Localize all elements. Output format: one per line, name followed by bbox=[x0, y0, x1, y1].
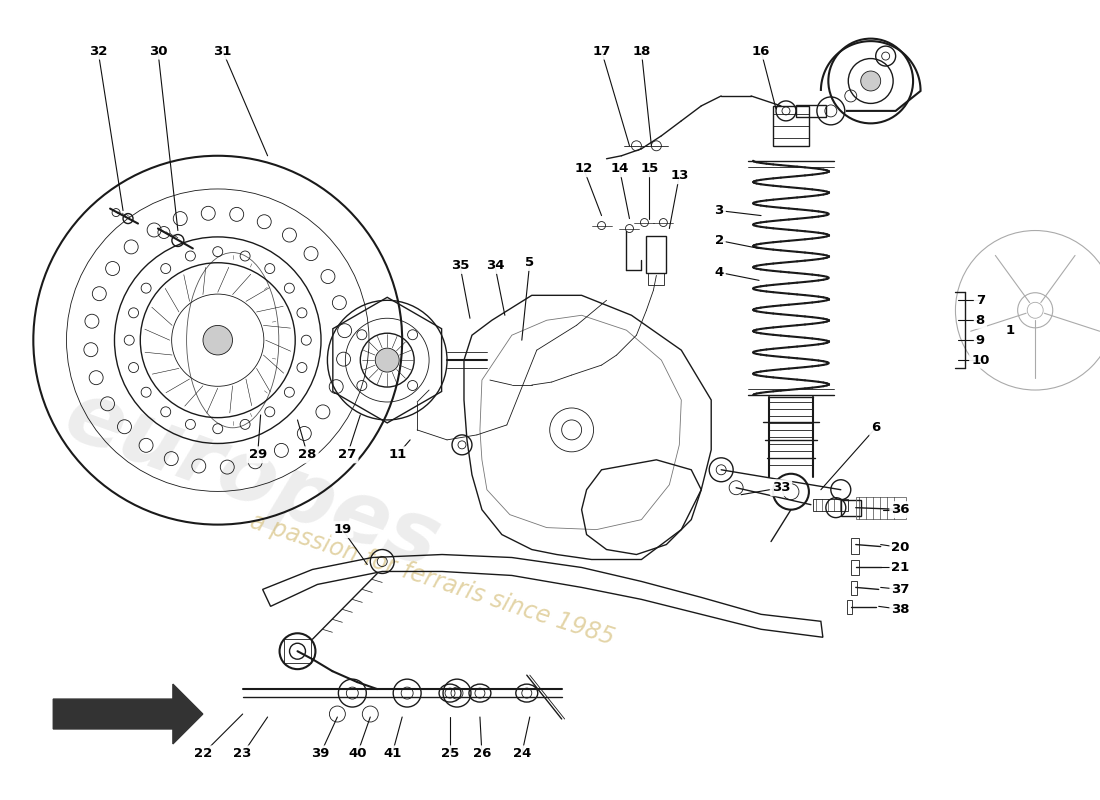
Bar bbox=[773, 106, 808, 146]
Circle shape bbox=[860, 71, 881, 91]
Text: 35: 35 bbox=[451, 259, 470, 272]
Text: 15: 15 bbox=[640, 162, 659, 175]
Text: 17: 17 bbox=[593, 45, 611, 58]
Text: a passion for ferraris since 1985: a passion for ferraris since 1985 bbox=[246, 509, 617, 650]
Text: 5: 5 bbox=[525, 256, 535, 269]
Text: 23: 23 bbox=[233, 747, 252, 760]
Text: 25: 25 bbox=[441, 747, 459, 760]
Text: europes: europes bbox=[54, 374, 451, 586]
Text: 30: 30 bbox=[148, 45, 167, 58]
Text: 10: 10 bbox=[971, 354, 990, 366]
Text: 12: 12 bbox=[574, 162, 593, 175]
Text: 20: 20 bbox=[891, 541, 910, 554]
Bar bbox=[847, 600, 851, 614]
Bar bbox=[284, 639, 311, 663]
Text: 6: 6 bbox=[871, 422, 880, 434]
Bar bbox=[856, 497, 905, 518]
Bar bbox=[850, 582, 857, 595]
Text: 19: 19 bbox=[333, 523, 352, 536]
Polygon shape bbox=[53, 684, 202, 744]
Text: 31: 31 bbox=[213, 45, 232, 58]
Bar bbox=[850, 559, 859, 575]
Text: 3: 3 bbox=[715, 204, 724, 217]
Text: 2: 2 bbox=[715, 234, 724, 247]
Bar bbox=[850, 538, 859, 554]
Bar bbox=[648, 274, 664, 286]
Text: 24: 24 bbox=[513, 747, 531, 760]
Text: 27: 27 bbox=[338, 448, 356, 462]
Text: 41: 41 bbox=[383, 747, 402, 760]
Text: 28: 28 bbox=[298, 448, 317, 462]
Text: 7: 7 bbox=[976, 294, 984, 307]
Text: 21: 21 bbox=[891, 561, 910, 574]
Bar bbox=[813, 498, 848, 510]
Text: 32: 32 bbox=[89, 45, 108, 58]
Text: 22: 22 bbox=[194, 747, 212, 760]
Text: 1: 1 bbox=[1005, 324, 1015, 337]
Text: 33: 33 bbox=[772, 482, 790, 494]
Text: 29: 29 bbox=[249, 448, 267, 462]
Bar bbox=[796, 105, 826, 117]
Text: 9: 9 bbox=[976, 334, 984, 346]
Text: 18: 18 bbox=[632, 45, 650, 58]
Text: 26: 26 bbox=[473, 747, 491, 760]
Bar bbox=[647, 235, 667, 274]
Circle shape bbox=[204, 326, 232, 355]
Text: 36: 36 bbox=[891, 503, 910, 516]
Text: 11: 11 bbox=[388, 448, 406, 462]
Text: 40: 40 bbox=[348, 747, 366, 760]
Text: 37: 37 bbox=[891, 583, 910, 596]
Text: 13: 13 bbox=[670, 169, 689, 182]
Text: 38: 38 bbox=[891, 603, 910, 616]
Bar bbox=[840, 500, 860, 516]
Text: 16: 16 bbox=[752, 45, 770, 58]
Text: 34: 34 bbox=[485, 259, 504, 272]
Text: 8: 8 bbox=[976, 314, 984, 326]
Text: 39: 39 bbox=[311, 747, 330, 760]
Text: 4: 4 bbox=[715, 266, 724, 279]
Text: 14: 14 bbox=[610, 162, 629, 175]
Circle shape bbox=[375, 348, 399, 372]
